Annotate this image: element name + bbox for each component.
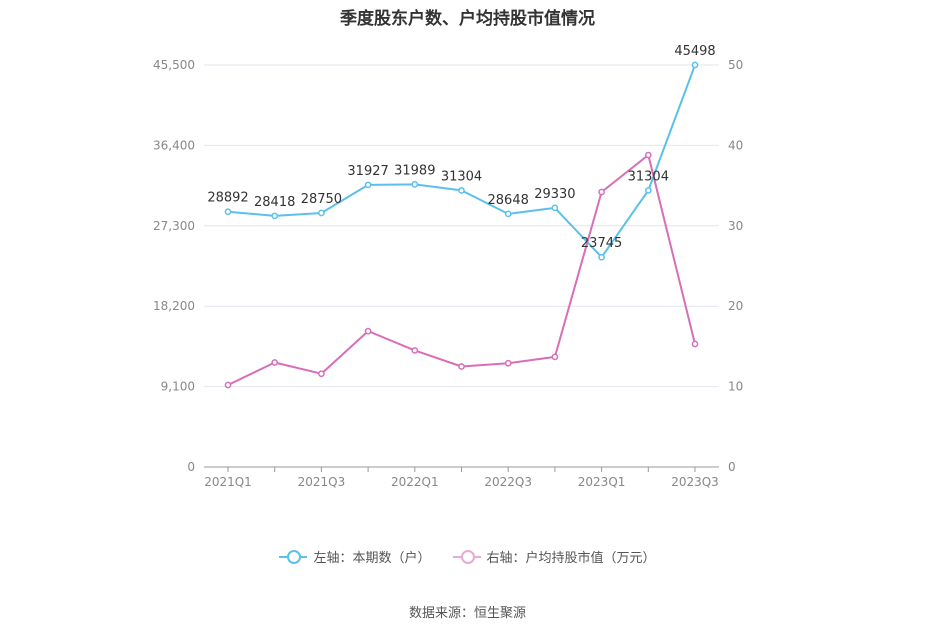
data-point [318,209,325,217]
data-point [271,359,279,366]
left-tick-label: 27,300 [153,219,195,233]
left-axis-ticks: 0 9,100 18,200 27,300 36,400 45,500 [153,58,195,474]
data-point [364,327,372,335]
data-point [318,370,325,378]
legend-item-right-axis[interactable]: 右轴：户均持股市值（万元） [452,547,656,566]
data-point [224,381,232,389]
x-tick-label: 2023Q3 [671,475,719,489]
data-point [551,204,559,212]
right-tick-label: 40 [728,138,743,152]
data-point [644,187,652,194]
data-point [551,353,559,361]
data-label: 23745 [581,236,622,251]
x-tick-label: 2023Q1 [578,475,626,489]
x-tick-label: 2022Q3 [484,475,532,489]
legend-item-left-axis[interactable]: 左轴：本期数（户） [279,547,431,566]
right-tick-label: 30 [728,219,743,233]
right-tick-label: 50 [728,58,743,72]
data-label: 31304 [628,169,669,184]
data-label: 28418 [254,195,295,210]
data-label: 28648 [488,193,529,208]
data-labels: 28892 28418 28750 31927 31989 31304 28648 29330… [207,44,715,251]
chart-legend: 左轴：本期数（户） 右轴：户均持股市值（万元） [0,547,935,566]
data-label: 29330 [534,187,575,202]
data-label: 31304 [441,169,482,184]
data-point [504,210,512,218]
x-tick-label: 2021Q3 [298,475,346,489]
data-point [598,253,605,261]
data-point [224,208,232,216]
legend-label-left: 左轴：本期数（户） [313,551,431,566]
data-point [458,363,465,370]
legend-marker-pink [452,549,481,564]
right-tick-label: 20 [728,299,743,313]
series-layer [224,61,699,389]
data-point [504,359,512,367]
left-tick-label: 18,200 [153,299,195,313]
gridlines [204,64,719,388]
data-label: 45498 [674,44,715,59]
x-tick-label: 2021Q1 [204,475,252,489]
right-tick-label: 10 [728,380,743,394]
chart-title: 季度股东户数、户均持股市值情况 [340,9,595,29]
left-tick-label: 45,500 [153,58,195,72]
data-label: 31927 [347,164,388,179]
data-label: 28750 [301,192,342,207]
left-tick-label: 36,400 [153,138,195,152]
x-tick-label: 2022Q1 [391,475,439,489]
left-tick-label: 0 [187,460,195,474]
data-point [458,187,465,194]
data-source: 数据来源：恒生聚源 [408,606,526,621]
legend-marker-blue [279,549,308,564]
right-tick-label: 0 [728,460,736,474]
data-label: 31989 [394,163,435,178]
data-point [271,212,279,220]
data-label: 28892 [207,191,248,206]
data-point [411,181,419,188]
series-line-households [227,64,696,259]
left-tick-label: 9,100 [161,380,195,394]
data-point [598,188,605,196]
legend-label-right: 右轴：户均持股市值（万元） [486,551,656,566]
data-point [691,61,699,69]
data-point [644,151,652,159]
data-point [691,340,699,348]
data-point [411,347,419,354]
data-point [364,181,372,189]
x-axis: 2021Q1 2021Q3 2022Q1 2022Q3 2023Q1 2023Q3 [204,466,719,489]
right-axis-ticks: 0 10 20 30 40 50 [728,58,743,474]
